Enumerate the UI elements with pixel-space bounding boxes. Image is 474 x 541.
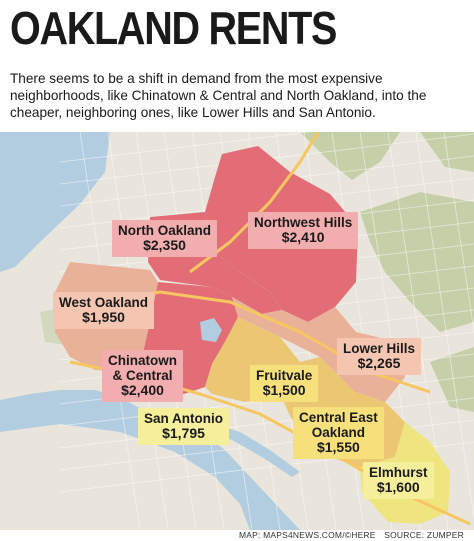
label-north-oakland[interactable]: North Oakland $2,350 <box>112 220 218 257</box>
rent-value: $1,550 <box>316 439 360 455</box>
street-line <box>443 132 474 334</box>
map[interactable]: North Oakland $2,350 Northwest Hills $2,… <box>0 132 474 530</box>
credits: MAP: MAPS4NEWS.COM/©HERE SOURCE: ZUMPER <box>233 530 464 540</box>
rent-value: $2,410 <box>281 229 325 245</box>
neighborhood-name: North Oakland <box>118 223 212 238</box>
rent-value: $1,500 <box>262 382 306 398</box>
label-lower-hills[interactable]: Lower Hills $2,265 <box>337 338 422 375</box>
alameda-island <box>0 424 250 530</box>
region-lower-hills[interactable] <box>232 297 405 402</box>
neighborhood-name: Central East <box>299 410 378 425</box>
label-fruitvale[interactable]: Fruitvale $1,500 <box>250 365 319 402</box>
neighborhood-name: San Antonio <box>144 411 223 426</box>
subtitle: There seems to be a shift in demand from… <box>10 71 427 120</box>
street-line <box>415 132 474 520</box>
neighborhood-name-line2: Oakland <box>311 425 366 440</box>
label-san-antonio[interactable]: San Antonio $1,795 <box>138 408 229 445</box>
label-west-oakland[interactable]: West Oakland $1,950 <box>53 292 155 329</box>
rent-value: $1,795 <box>162 425 205 441</box>
source-credit: SOURCE: ZUMPER <box>384 530 464 540</box>
neighborhood-name: Northwest Hills <box>254 215 353 230</box>
label-central-east-oakland[interactable]: Central East Oakland $1,550 <box>293 407 384 459</box>
street-line <box>59 397 474 449</box>
hills-park-1 <box>300 132 400 180</box>
label-elmhurst[interactable]: Elmhurst $1,600 <box>363 462 434 499</box>
label-chinatown-central[interactable]: Chinatown & Central $2,400 <box>102 350 183 402</box>
rent-value: $1,950 <box>82 309 125 325</box>
neighborhood-name-line2: & Central <box>112 368 173 383</box>
neighborhood-name: Fruitvale <box>256 368 313 383</box>
label-northwest-hills[interactable]: Northwest Hills $2,410 <box>248 212 359 249</box>
street-line <box>59 132 312 163</box>
map-credit: MAP: MAPS4NEWS.COM/©HERE <box>238 530 376 540</box>
neighborhood-name: West Oakland <box>59 295 149 310</box>
rent-value: $2,400 <box>121 382 164 398</box>
rent-value: $2,265 <box>357 355 401 371</box>
hills-park-4 <box>430 347 474 412</box>
neighborhood-name: Lower Hills <box>343 341 416 356</box>
lake-merritt <box>200 318 222 342</box>
hills-park-2 <box>360 192 474 332</box>
west-peninsula <box>0 262 55 317</box>
rent-value: $2,350 <box>143 237 186 253</box>
neighborhood-name: Elmhurst <box>369 465 428 480</box>
neighborhood-name: Chinatown <box>108 353 177 368</box>
rent-value: $1,600 <box>376 479 420 495</box>
page-title: OAKLAND RENTS <box>10 2 337 54</box>
